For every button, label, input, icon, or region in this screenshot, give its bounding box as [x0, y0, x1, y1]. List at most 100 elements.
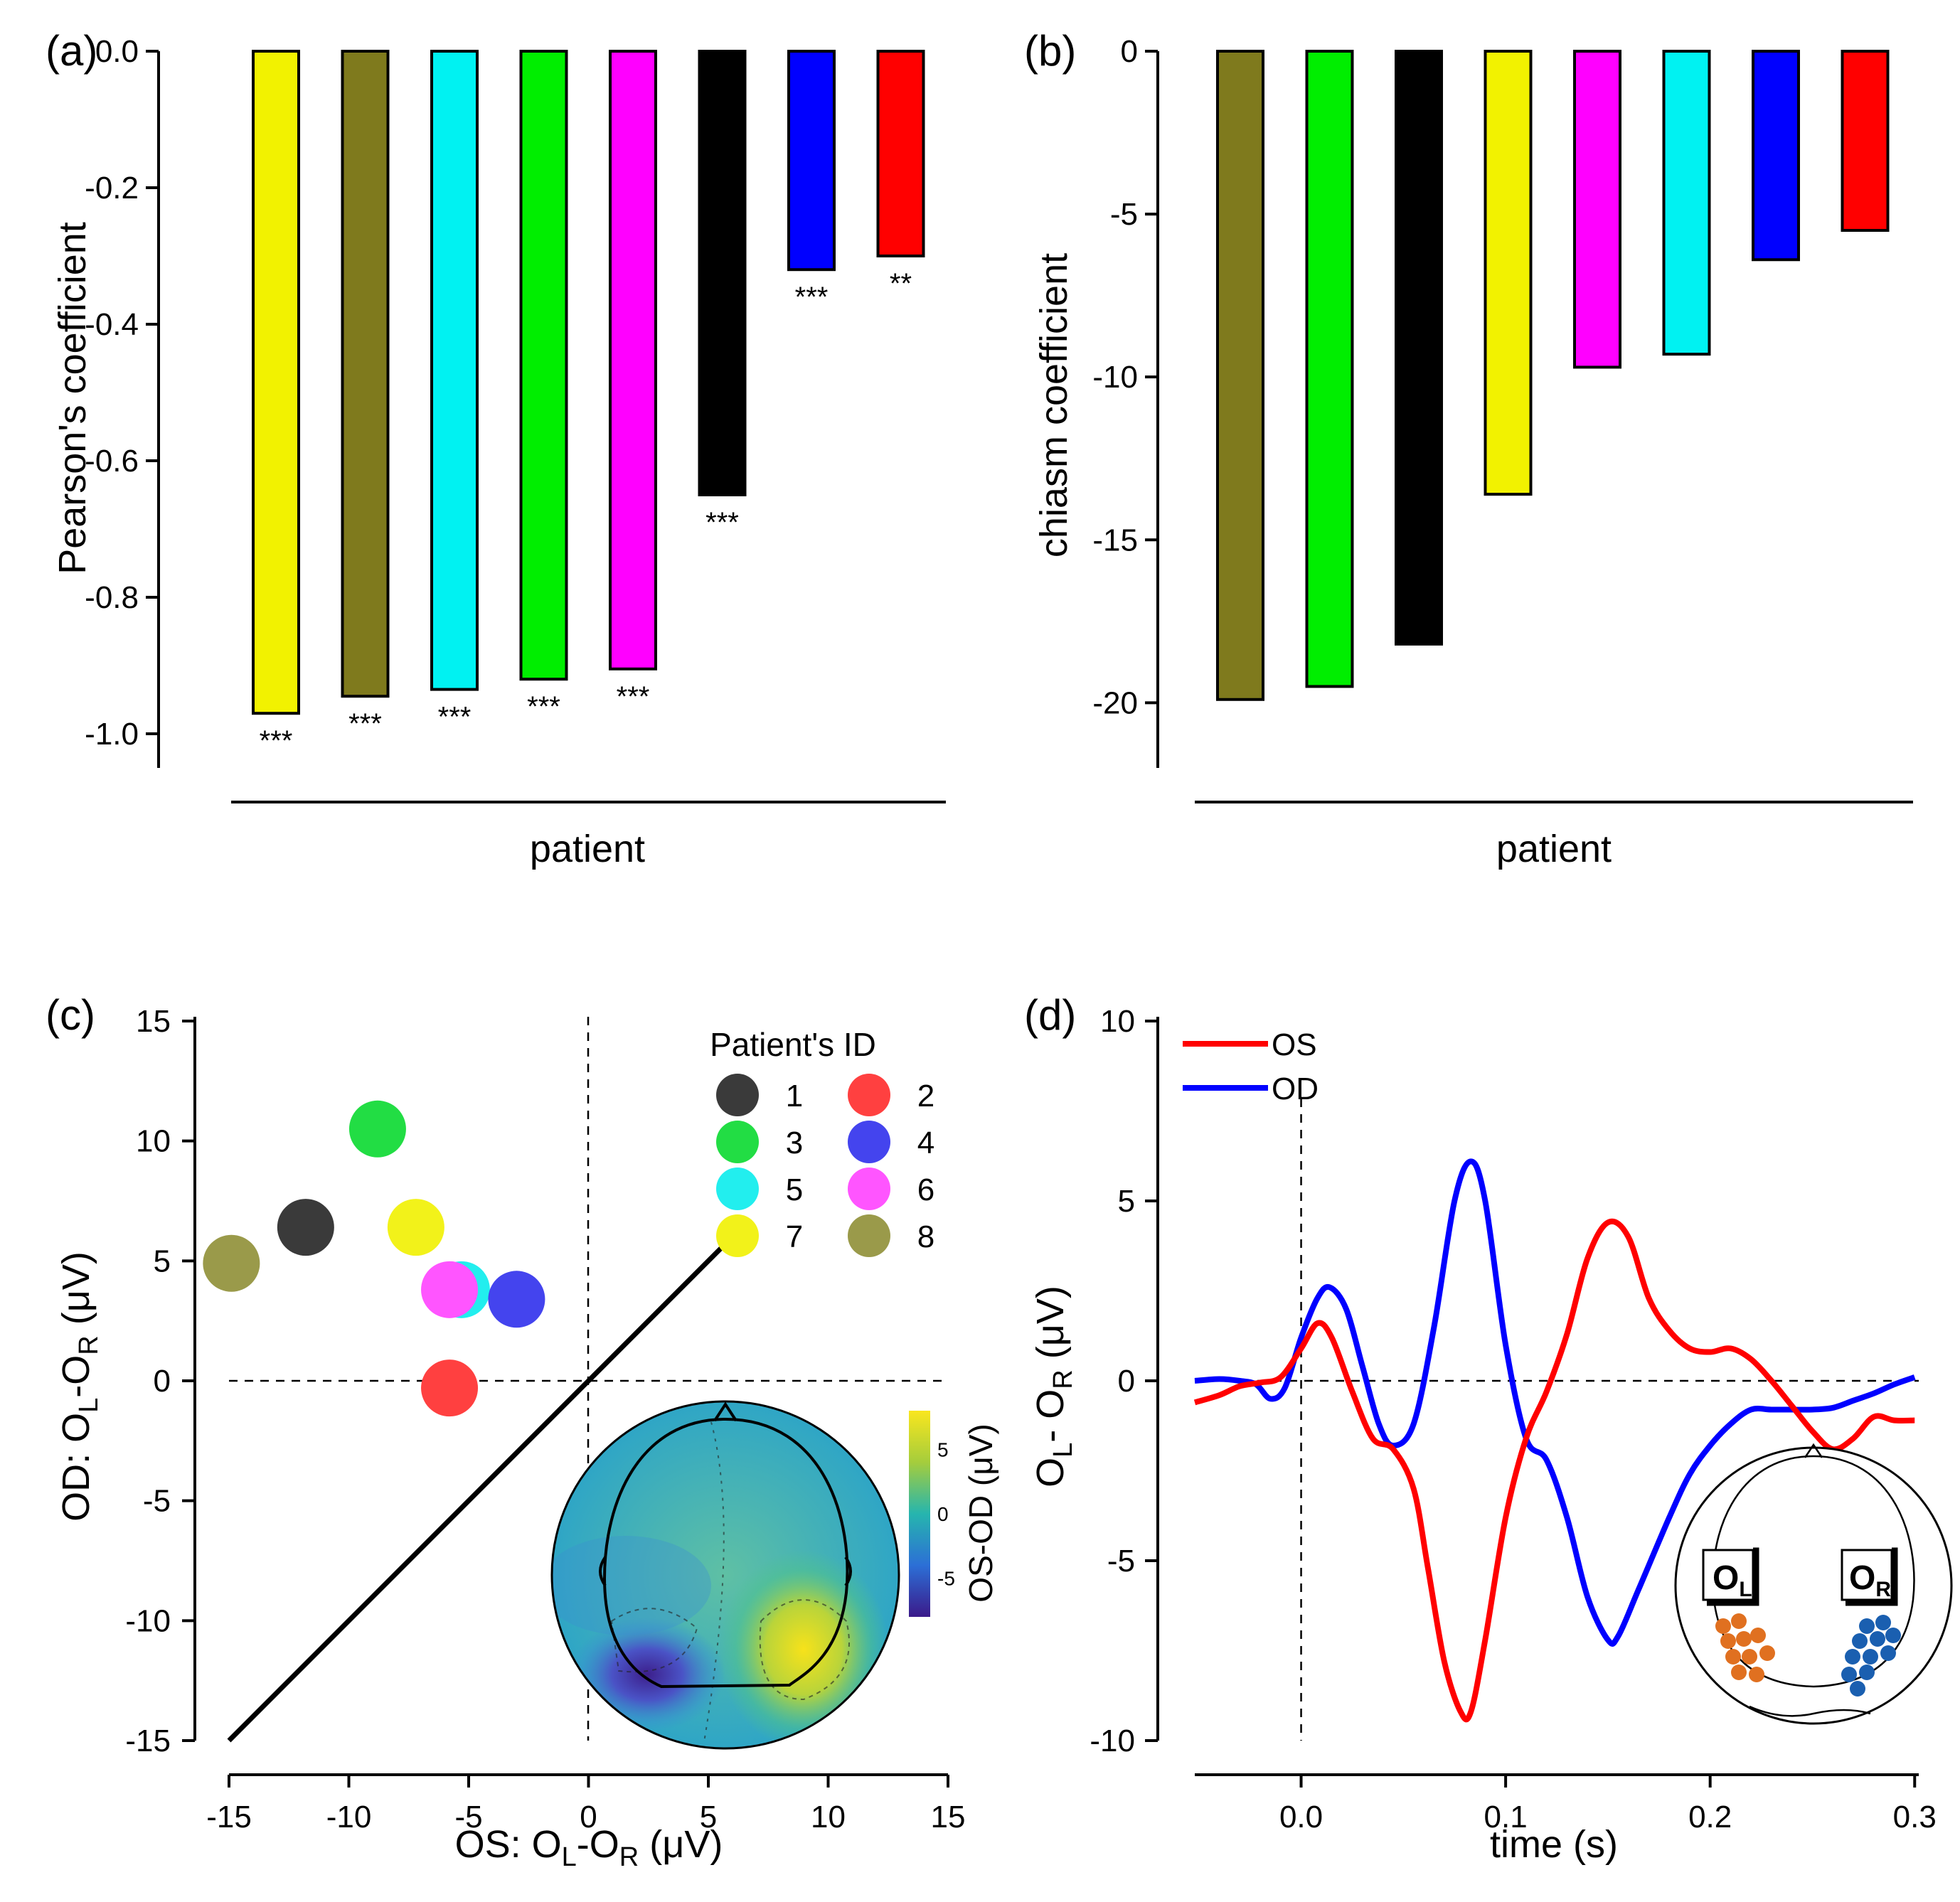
y-tick-label: 0	[154, 1364, 171, 1399]
y-tick-label: -10	[1092, 360, 1138, 395]
legend-swatch-7	[716, 1214, 759, 1257]
legend-swatch-3	[716, 1121, 759, 1163]
panel-a: (a) 0.0 -0.2 -0.4 -0.6 -0.8 -1.0 patient Pear…	[46, 27, 946, 870]
legend-swatch-6	[848, 1168, 890, 1210]
point-patient-1	[277, 1199, 334, 1256]
x-tick-label: -15	[206, 1800, 252, 1834]
bar-7	[787, 50, 836, 272]
panel-b-xlabel: patient	[1496, 828, 1612, 870]
bar-1	[252, 50, 300, 715]
or-label: OR	[1849, 1559, 1891, 1601]
x-tick-label: 10	[811, 1800, 846, 1834]
identity-line	[227, 1235, 735, 1743]
y-tick-label: -5	[143, 1484, 171, 1519]
panel-a-xlabel: patient	[530, 828, 645, 870]
legend-label-1: 1	[786, 1079, 803, 1113]
legend-label-4: 4	[917, 1126, 934, 1160]
panel-c-label: (c)	[46, 991, 95, 1039]
electrode-left	[1731, 1613, 1747, 1629]
panel-c-xlabel: OS: OL-OR (μV)	[455, 1823, 723, 1872]
significance-label: ***	[795, 282, 829, 313]
electrode-left	[1742, 1649, 1757, 1665]
legend-entries: 1 2 3 4 5 6 7 8	[716, 1074, 934, 1257]
scatter-points	[203, 1100, 545, 1417]
y-tick-label: 15	[136, 1004, 171, 1039]
panel-a-label: (a)	[46, 27, 97, 75]
legend-label-5: 5	[786, 1172, 803, 1207]
panel-d-series	[1193, 1158, 1916, 1723]
electrode-left	[1725, 1649, 1741, 1665]
panel-b-bars	[1216, 50, 1890, 701]
y-tick-label: -1.0	[85, 717, 139, 752]
electrode-right	[1852, 1633, 1868, 1649]
y-tick-label: -0.8	[85, 580, 139, 615]
panel-d-legend: OS OD	[1183, 1027, 1319, 1106]
colorbar	[909, 1411, 930, 1617]
left-ear-icon	[599, 1556, 607, 1587]
topo-negative-region	[569, 1618, 725, 1731]
legend-od-label: OD	[1272, 1072, 1319, 1106]
y-tick-label: 10	[136, 1124, 171, 1159]
colorbar-ticks: 5 0 -5	[937, 1438, 955, 1589]
panel-b: (b) 0 -5 -10 -15 -20 patient chiasm coeffici…	[1024, 27, 1913, 870]
legend-label-2: 2	[917, 1079, 934, 1113]
panel-d-ticks: 0.0 0.1 0.2 0.3 10 5 0 -5 -10	[1090, 1004, 1936, 1834]
electrode-right	[1859, 1665, 1875, 1680]
nose-icon	[713, 1401, 737, 1422]
point-patient-3	[348, 1100, 406, 1158]
point-patient-8	[203, 1234, 260, 1292]
bar-3	[1395, 50, 1443, 646]
bar-5	[609, 50, 657, 670]
significance-label: ***	[527, 691, 560, 722]
electrode-left	[1715, 1618, 1731, 1634]
electrode-right	[1880, 1645, 1896, 1661]
bar-7	[1752, 50, 1800, 262]
panel-d-label: (d)	[1024, 991, 1076, 1039]
topo-map-inset: 5 0 -5 OS-OD (μV)	[550, 1400, 999, 1750]
patient-legend: Patient's ID 1 2 3 4 5 6 7 8	[710, 1026, 934, 1257]
y-tick-label: -5	[1107, 1544, 1135, 1578]
colorbar-tick-label: 5	[937, 1438, 949, 1460]
x-tick-label: 0	[580, 1800, 597, 1834]
x-tick-label: 0.2	[1688, 1800, 1732, 1834]
right-ear-icon	[844, 1556, 852, 1587]
significance-label: **	[890, 268, 912, 299]
x-tick-label: 15	[931, 1800, 966, 1834]
y-tick-label: -15	[125, 1724, 171, 1758]
y-tick-label: -15	[1092, 523, 1138, 557]
panel-b-label: (b)	[1024, 27, 1076, 75]
panel-c-ylabel: OD: OL-OR (μV)	[55, 1251, 104, 1522]
electrode-right	[1863, 1649, 1878, 1665]
inset-electrode-dots	[1715, 1613, 1901, 1697]
electrode-right	[1859, 1618, 1875, 1634]
y-tick-label: 0	[1118, 1364, 1135, 1399]
electrode-left	[1749, 1667, 1764, 1682]
panel-a-bars: ****** *** *** ********* **	[252, 50, 925, 757]
point-patient-7	[387, 1199, 444, 1256]
legend-swatch-8	[848, 1214, 890, 1257]
bar-8	[876, 50, 925, 257]
colorbar-tick-label: 0	[937, 1503, 949, 1525]
legend-label-6: 6	[917, 1172, 934, 1207]
legend-label-8: 8	[917, 1219, 934, 1254]
significance-label: ***	[705, 507, 739, 538]
x-tick-label: 0.1	[1484, 1800, 1528, 1834]
legend-swatch-4	[848, 1121, 890, 1163]
significance-label: ***	[348, 708, 382, 739]
colorbar-tick-label: -5	[937, 1568, 955, 1590]
electrode-left	[1736, 1631, 1752, 1647]
electrode-inset: OL OR	[1674, 1443, 1953, 1725]
electrode-left	[1750, 1628, 1766, 1643]
y-tick-label: -5	[1110, 197, 1138, 232]
x-tick-label: 5	[700, 1800, 717, 1834]
topo-positive-region	[718, 1550, 889, 1748]
y-tick-label: 0	[1121, 34, 1138, 69]
x-tick-label: 0.3	[1893, 1800, 1937, 1834]
y-tick-label: -0.4	[85, 307, 139, 342]
significance-label: ***	[260, 725, 293, 757]
panel-b-ylabel: chiasm coefficient	[1033, 253, 1075, 557]
legend-swatch-1	[716, 1074, 759, 1116]
legend-title: Patient's ID	[710, 1026, 876, 1063]
